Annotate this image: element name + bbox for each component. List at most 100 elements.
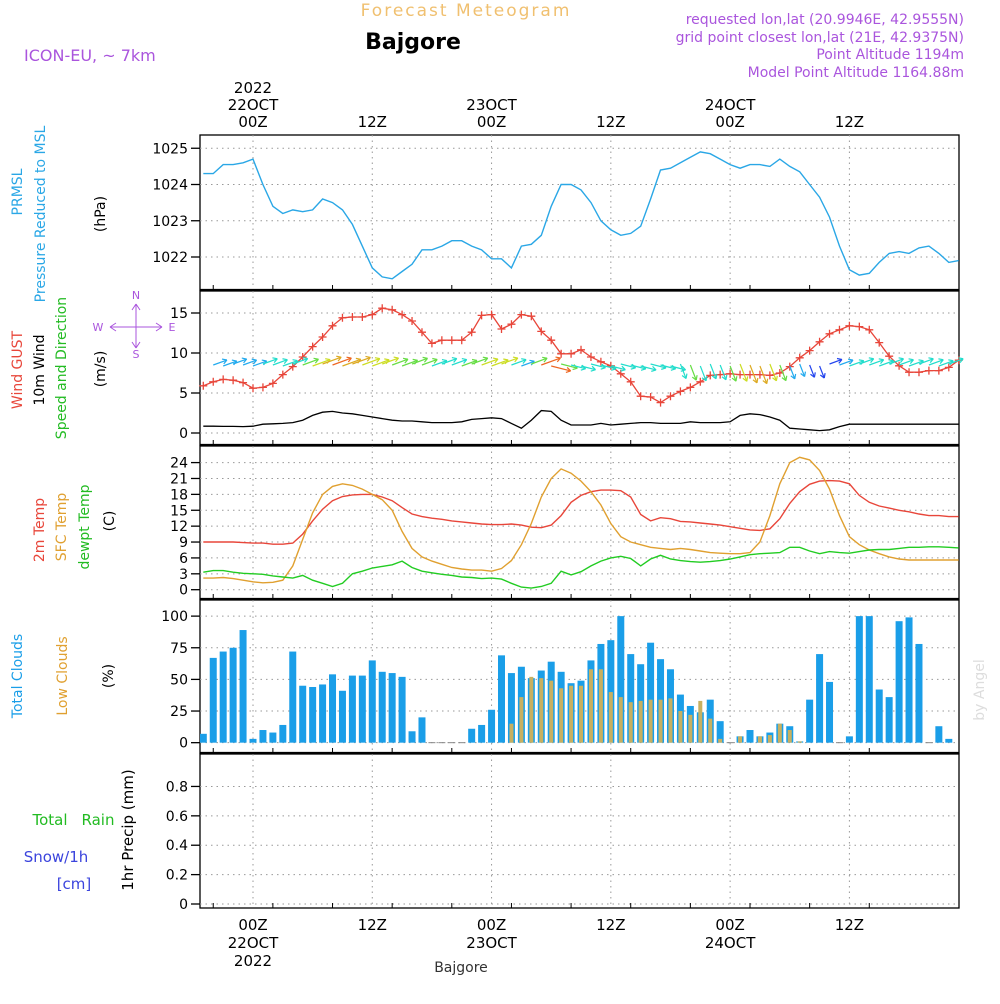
wind-arrow <box>262 358 278 365</box>
compass-s: S <box>133 348 140 361</box>
gust-marker <box>596 357 605 366</box>
wind-arrowhead <box>701 375 708 382</box>
wind-arrow <box>888 358 904 365</box>
label-sfc-temp: SFC Temp <box>54 493 70 562</box>
wind-arrow <box>292 357 308 365</box>
wind-arrow <box>213 359 228 366</box>
low-cloud-bar <box>648 699 653 743</box>
gust-marker <box>895 361 904 370</box>
wind-arrowhead <box>790 373 797 380</box>
gust-marker <box>905 368 914 377</box>
gust-marker <box>845 321 854 330</box>
gust-marker <box>805 346 814 355</box>
total-cloud-bar <box>329 674 337 743</box>
y-tick-label: 0.6 <box>166 809 188 825</box>
y-tick-label: 3 <box>179 567 188 583</box>
time-label-top: 00Z <box>477 113 506 131</box>
gust-marker <box>944 363 953 372</box>
low-cloud-bar <box>767 735 772 743</box>
wind-arrowhead <box>565 366 572 373</box>
label-wind-gust: Wind GUST <box>10 330 26 409</box>
time-label-bottom: 22OCT <box>228 934 279 952</box>
gust-marker <box>567 349 576 358</box>
wind-arrowhead <box>742 376 749 382</box>
wind-arrow <box>401 359 418 367</box>
wind-arrow <box>362 358 381 366</box>
wind-arrow <box>531 357 548 365</box>
label-total: Total <box>31 811 67 829</box>
y-tick-label: 100 <box>161 609 188 625</box>
wind-arrow <box>898 359 914 366</box>
wind-arrow <box>709 363 717 380</box>
wind-arrow <box>650 363 667 369</box>
time-label-top: 00Z <box>715 113 744 131</box>
total-cloud-bar <box>845 736 853 743</box>
total-cloud-bar <box>478 724 486 743</box>
wind-arrowhead <box>313 357 319 364</box>
wind-arrow <box>819 365 825 379</box>
panel-frame <box>199 445 960 600</box>
wind-arrow <box>511 359 527 366</box>
panel-pressure: 1022 1023 1024 1025 <box>152 134 960 291</box>
y-tick-label: 0 <box>179 426 188 442</box>
wind-arrow <box>551 365 571 372</box>
wind-arrow <box>332 357 352 366</box>
wind-arrow <box>620 363 636 369</box>
low-cloud-bar <box>718 738 723 743</box>
wind-arrowhead <box>762 378 769 385</box>
label-prmsl-desc: Pressure Reduced to MSL <box>33 125 49 302</box>
gust-marker <box>447 336 456 345</box>
wind-arrow <box>849 360 864 367</box>
y-tick-label: 1025 <box>152 141 188 157</box>
y-tick-label: 12 <box>170 519 188 535</box>
total-cloud-bar <box>895 621 903 743</box>
wind-arrow <box>441 357 458 365</box>
wind-arrowhead <box>711 373 718 380</box>
wind-arrow <box>411 357 428 365</box>
axes-layer: 1022102310241025051015036912151821240255… <box>152 134 960 913</box>
gust-marker <box>388 305 397 314</box>
wind-arrow <box>769 363 777 381</box>
wind-arrow <box>640 365 657 371</box>
time-label-bottom: 00Z <box>238 916 267 934</box>
label-low-clouds: Low Clouds <box>55 636 71 715</box>
gust-marker <box>378 304 387 313</box>
wind-arrow <box>729 365 737 382</box>
total-cloud-bar <box>200 733 207 743</box>
low-cloud-bar <box>588 669 593 743</box>
label-precip-unit: 1hr Precip (mm) <box>119 769 137 890</box>
wind-arrowhead <box>958 357 964 364</box>
pressure-line <box>203 151 959 280</box>
gridpoint-coords: grid point closest lon,lat (21E, 42.9375… <box>676 30 964 46</box>
low-cloud-bar <box>509 723 514 743</box>
gust-marker <box>716 370 725 379</box>
model-label: ICON-EU, ~ 7km <box>24 46 156 65</box>
wind-arrowhead <box>691 375 698 381</box>
total-cloud-bar <box>855 616 863 743</box>
total-cloud-bar <box>865 616 873 743</box>
credit-label: by Angel <box>972 659 988 720</box>
wind-arrow <box>859 358 874 365</box>
total-cloud-bar <box>806 699 814 743</box>
gust-marker <box>914 368 923 377</box>
model-altitude: Model Point Altitude 1164.88m <box>748 65 964 81</box>
low-cloud-bar <box>777 723 782 743</box>
gust-marker <box>646 393 655 401</box>
wind-arrow <box>679 363 687 379</box>
gust-marker <box>278 370 287 379</box>
total-cloud-bar <box>468 728 476 743</box>
low-cloud-bar <box>708 718 713 743</box>
total-cloud-bar <box>388 673 396 743</box>
gust-marker <box>199 381 208 390</box>
label-total-clouds: Total Clouds <box>10 634 26 719</box>
total-cloud-bar <box>746 730 754 743</box>
gust-marker <box>815 337 824 346</box>
gust-marker <box>746 370 754 379</box>
total-cloud-bar <box>398 676 406 743</box>
wind-arrow <box>352 356 371 365</box>
gust-marker <box>924 366 933 375</box>
total-cloud-bar <box>249 738 257 743</box>
total-cloud-bar <box>269 732 277 743</box>
